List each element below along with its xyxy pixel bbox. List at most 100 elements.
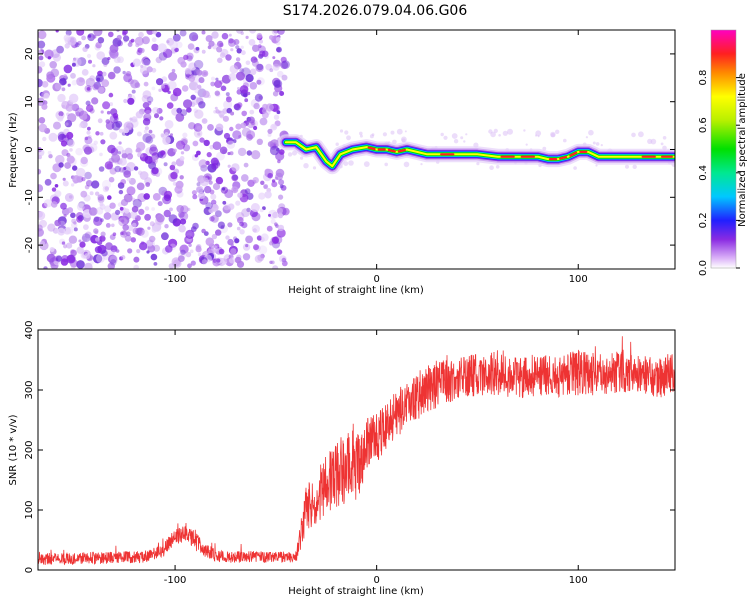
noise-speckle bbox=[198, 159, 208, 169]
noise-speckle bbox=[108, 92, 114, 98]
noise-speckle bbox=[93, 228, 99, 234]
ridge-band-6 bbox=[284, 141, 675, 168]
noise-speckle bbox=[166, 102, 174, 109]
noise-speckle bbox=[38, 66, 43, 74]
noise-speckle bbox=[244, 98, 249, 103]
noise-speckle bbox=[160, 133, 165, 138]
noise-speckle bbox=[129, 211, 138, 219]
noise-speckle bbox=[265, 63, 273, 71]
noise-speckle bbox=[178, 211, 185, 218]
noise-speckle bbox=[74, 42, 80, 48]
noise-speckle bbox=[275, 40, 281, 46]
noise-speckle bbox=[215, 77, 219, 81]
noise-speckle bbox=[237, 87, 240, 90]
noise-speckle bbox=[189, 249, 194, 254]
noise-speckle bbox=[120, 231, 124, 236]
noise-speckle bbox=[81, 240, 85, 245]
noise-speckle bbox=[38, 184, 44, 193]
noise-speckle bbox=[237, 216, 244, 224]
noise-speckle bbox=[93, 140, 98, 145]
noise-speckle bbox=[86, 130, 91, 135]
noise-speckle bbox=[241, 174, 249, 182]
noise-speckle bbox=[252, 228, 257, 233]
noise-speckle bbox=[121, 219, 125, 223]
noise-speckle bbox=[63, 244, 68, 249]
noise-speckle bbox=[175, 140, 186, 150]
noise-speckle bbox=[81, 177, 86, 182]
noise-speckle bbox=[148, 129, 153, 134]
noise-speckle bbox=[245, 35, 249, 40]
noise-speckle bbox=[71, 265, 76, 269]
faint-speckle bbox=[592, 141, 596, 145]
noise-speckle bbox=[144, 206, 150, 211]
noise-speckle bbox=[121, 230, 127, 236]
noise-speckle bbox=[149, 235, 156, 243]
noise-speckle bbox=[167, 90, 171, 95]
noise-speckle bbox=[222, 115, 229, 122]
noise-speckle bbox=[112, 232, 117, 236]
noise-speckle bbox=[133, 256, 140, 263]
faint-speckle bbox=[542, 146, 547, 151]
faint-speckle bbox=[359, 131, 363, 136]
noise-speckle bbox=[158, 88, 162, 93]
noise-speckle bbox=[241, 222, 248, 229]
noise-speckle bbox=[281, 60, 290, 69]
faint-speckle bbox=[401, 136, 407, 143]
noise-speckle bbox=[256, 63, 264, 71]
noise-speckle bbox=[118, 141, 122, 145]
snr-series-line bbox=[38, 336, 675, 566]
noise-speckle bbox=[130, 38, 135, 43]
noise-speckle bbox=[105, 119, 111, 124]
noise-speckle bbox=[268, 213, 271, 217]
spectrogram-y-tick-label: -10 bbox=[24, 189, 35, 205]
noise-speckle bbox=[70, 212, 76, 219]
noise-speckle bbox=[111, 216, 116, 221]
noise-speckle bbox=[164, 120, 174, 129]
noise-speckle bbox=[241, 208, 251, 218]
noise-speckle bbox=[219, 146, 228, 155]
noise-speckle bbox=[50, 172, 57, 180]
noise-speckle bbox=[155, 31, 162, 38]
noise-speckle bbox=[66, 155, 75, 164]
faint-speckle bbox=[631, 132, 636, 138]
noise-speckle bbox=[278, 194, 284, 200]
faint-speckle bbox=[460, 136, 464, 140]
faint-speckle bbox=[344, 130, 349, 135]
noise-speckle bbox=[272, 56, 276, 60]
noise-speckle bbox=[246, 91, 251, 96]
faint-speckle bbox=[498, 134, 501, 137]
noise-speckle bbox=[167, 80, 177, 90]
noise-speckle bbox=[237, 192, 243, 198]
noise-speckle bbox=[276, 249, 283, 255]
noise-speckle bbox=[278, 179, 285, 186]
noise-speckle bbox=[196, 125, 202, 131]
noise-speckle bbox=[278, 149, 285, 155]
noise-speckle bbox=[269, 241, 274, 246]
noise-speckle bbox=[193, 108, 198, 113]
frequency-ridge bbox=[277, 134, 675, 175]
faint-speckle bbox=[489, 165, 494, 170]
noise-speckle bbox=[78, 239, 82, 243]
spectrogram-y-tick-label: -20 bbox=[24, 237, 35, 253]
noise-speckle bbox=[97, 118, 103, 124]
noise-speckle bbox=[228, 38, 234, 44]
noise-speckle bbox=[43, 199, 53, 208]
noise-speckle bbox=[216, 258, 221, 263]
noise-speckle bbox=[84, 231, 92, 239]
noise-speckle bbox=[253, 102, 260, 110]
noise-speckle bbox=[267, 128, 273, 134]
noise-speckle bbox=[104, 205, 112, 213]
noise-speckle bbox=[132, 198, 142, 208]
noise-speckle bbox=[210, 193, 217, 200]
noise-speckle bbox=[59, 78, 67, 86]
noise-speckle bbox=[80, 190, 88, 198]
noise-speckle bbox=[67, 113, 77, 123]
noise-speckle bbox=[177, 255, 185, 262]
noise-speckle bbox=[55, 154, 65, 165]
noise-speckle bbox=[248, 39, 256, 46]
noise-speckle bbox=[203, 139, 210, 147]
noise-speckle bbox=[67, 83, 71, 87]
noise-speckle bbox=[92, 64, 96, 68]
noise-speckle bbox=[221, 74, 231, 84]
noise-speckle bbox=[252, 177, 259, 184]
